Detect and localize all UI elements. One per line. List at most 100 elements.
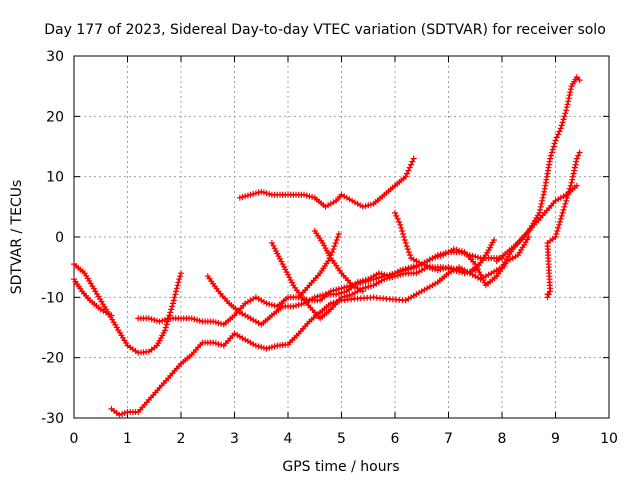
y-tick-label: -10 — [41, 290, 64, 306]
data-point — [268, 344, 275, 351]
data-point — [218, 320, 225, 327]
data-point — [301, 191, 307, 198]
data-point — [561, 203, 568, 210]
y-tick-label: 0 — [55, 230, 64, 246]
data-point — [400, 271, 406, 277]
data-point — [432, 254, 439, 261]
data-point — [566, 185, 573, 192]
data-point — [550, 143, 557, 150]
data-point — [565, 98, 572, 105]
data-point — [464, 269, 471, 276]
data-point — [553, 231, 560, 237]
data-point — [552, 234, 559, 240]
x-tick-label: 5 — [337, 431, 346, 447]
data-point — [564, 101, 571, 108]
axis-ticks: 0 1 2 3 4 5 6 7 8 9 10 -30 -20 -10 0 10 20 30 — [41, 49, 618, 447]
series-arc-2 — [71, 276, 115, 319]
data-point — [565, 191, 571, 198]
data-point — [456, 247, 463, 254]
data-point — [153, 317, 160, 324]
data-point — [560, 116, 567, 123]
data-point — [400, 234, 407, 240]
y-tick-label: -20 — [41, 351, 64, 367]
data-point — [406, 164, 413, 171]
data-point — [303, 192, 310, 199]
y-tick-label: 10 — [46, 170, 64, 186]
data-point — [469, 267, 476, 274]
y-tick-label: 30 — [46, 49, 64, 65]
data-point — [394, 215, 401, 222]
data-point — [392, 273, 398, 280]
data-point — [247, 191, 254, 198]
data-point — [571, 164, 578, 171]
data-point — [563, 107, 570, 114]
data-point — [564, 194, 571, 201]
data-point — [557, 218, 563, 225]
data-point — [541, 188, 548, 195]
data-point — [537, 203, 544, 210]
data-point — [409, 158, 416, 165]
series-arc-7 — [268, 240, 479, 322]
data-point — [481, 279, 488, 286]
data-point — [252, 342, 259, 349]
data-point — [239, 194, 246, 200]
data-point — [161, 317, 168, 323]
data-point — [575, 152, 582, 159]
data-point — [252, 190, 259, 197]
data-point — [168, 306, 175, 313]
series-arc-9 — [295, 231, 342, 301]
data-point — [558, 212, 565, 219]
data-point — [359, 277, 366, 284]
series-arc-1 — [71, 261, 184, 356]
data-point — [410, 155, 417, 162]
data-point — [555, 224, 562, 231]
data-point — [332, 240, 339, 246]
data-point — [218, 341, 225, 348]
data-point — [404, 246, 411, 253]
data-point — [396, 218, 402, 225]
data-point — [357, 278, 364, 285]
data-point — [263, 300, 270, 307]
data-point — [408, 161, 415, 168]
data-point — [172, 291, 179, 298]
data-point — [359, 203, 366, 210]
data-point — [362, 284, 369, 291]
data-point — [402, 173, 409, 180]
data-point — [170, 297, 177, 304]
data-point — [469, 252, 476, 259]
data-point — [362, 203, 369, 210]
x-tick-label: 9 — [551, 431, 560, 447]
data-point — [566, 92, 573, 99]
data-point — [212, 319, 219, 326]
data-point — [570, 170, 577, 177]
x-tick-label: 1 — [123, 431, 132, 447]
data-point — [212, 340, 219, 347]
chart-title: Day 177 of 2023, Sidereal Day-to-day VTE… — [44, 22, 606, 38]
data-point — [450, 246, 457, 253]
data-point — [116, 412, 123, 418]
data-point — [174, 282, 181, 289]
data-point — [381, 276, 388, 283]
data-point — [561, 113, 568, 120]
data-point — [568, 179, 575, 186]
series-line — [546, 151, 581, 299]
series-arc-6 — [236, 155, 417, 210]
data-point — [547, 155, 554, 162]
data-point — [557, 215, 564, 222]
data-point — [398, 224, 405, 231]
data-point — [410, 263, 417, 270]
data-point — [148, 316, 155, 323]
data-point — [466, 268, 473, 275]
data-point — [163, 321, 170, 328]
data-point — [404, 170, 410, 177]
data-point — [458, 269, 465, 276]
data-point — [309, 194, 316, 200]
data-point — [562, 110, 569, 117]
data-point — [242, 193, 249, 200]
data-point — [421, 261, 428, 268]
data-point — [552, 137, 559, 144]
data-point — [333, 237, 340, 243]
series-arc-4 — [135, 249, 505, 328]
data-point — [378, 271, 385, 277]
